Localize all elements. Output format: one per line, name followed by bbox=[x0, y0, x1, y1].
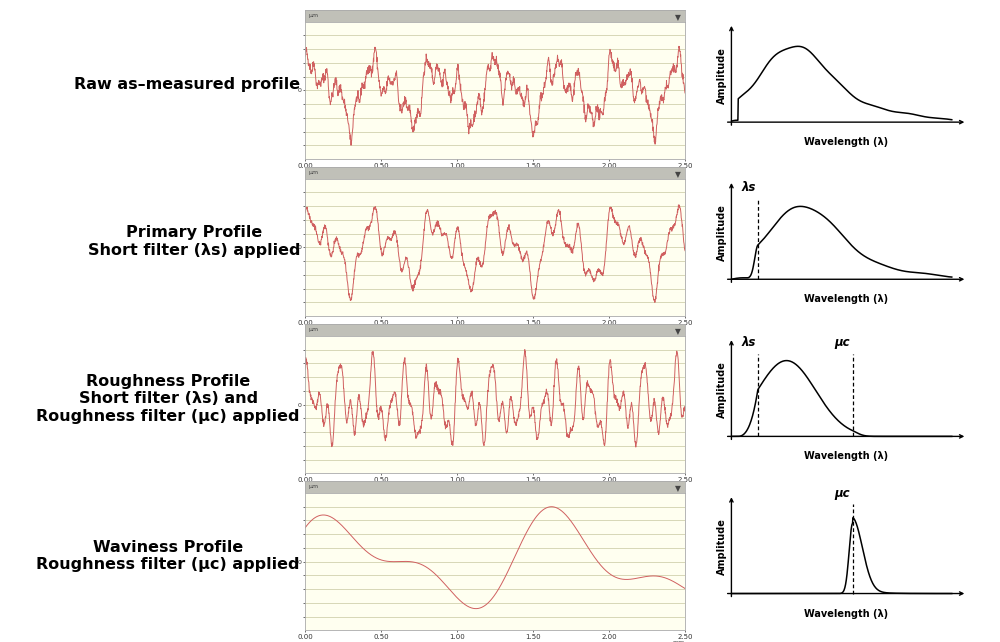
Text: Wavelength (λ): Wavelength (λ) bbox=[804, 294, 888, 304]
Text: Raw as–measured profile: Raw as–measured profile bbox=[74, 77, 300, 92]
Text: mm: mm bbox=[673, 640, 685, 642]
Text: mm: mm bbox=[673, 169, 685, 174]
Text: ▼: ▼ bbox=[675, 327, 681, 336]
Text: Waviness Profile
Roughness filter (μc) applied: Waviness Profile Roughness filter (μc) a… bbox=[36, 539, 300, 572]
Text: Roughness Profile
Short filter (λs) and
Roughness filter (μc) applied: Roughness Profile Short filter (λs) and … bbox=[36, 374, 300, 424]
Text: Primary Profile
Short filter (λs) applied: Primary Profile Short filter (λs) applie… bbox=[88, 225, 300, 257]
Text: ▼: ▼ bbox=[675, 484, 681, 493]
Text: μm: μm bbox=[309, 485, 319, 489]
Text: ▼: ▼ bbox=[675, 13, 681, 22]
Text: μm: μm bbox=[309, 170, 319, 175]
Text: ▼: ▼ bbox=[675, 170, 681, 179]
Text: Wavelength (λ): Wavelength (λ) bbox=[804, 137, 888, 147]
Text: μm: μm bbox=[309, 327, 319, 333]
Text: Amplitude: Amplitude bbox=[717, 204, 727, 261]
Text: Wavelength (λ): Wavelength (λ) bbox=[804, 609, 888, 619]
Text: μm: μm bbox=[309, 13, 319, 18]
Text: λs: λs bbox=[741, 181, 756, 194]
Text: Amplitude: Amplitude bbox=[717, 47, 727, 104]
Text: λs: λs bbox=[741, 336, 756, 349]
Text: Wavelength (λ): Wavelength (λ) bbox=[804, 451, 888, 462]
Text: mm: mm bbox=[673, 483, 685, 488]
Text: mm: mm bbox=[673, 325, 685, 331]
Text: μc: μc bbox=[835, 336, 850, 349]
Text: Amplitude: Amplitude bbox=[717, 519, 727, 575]
Text: μc: μc bbox=[835, 487, 850, 500]
Text: Amplitude: Amplitude bbox=[717, 361, 727, 418]
